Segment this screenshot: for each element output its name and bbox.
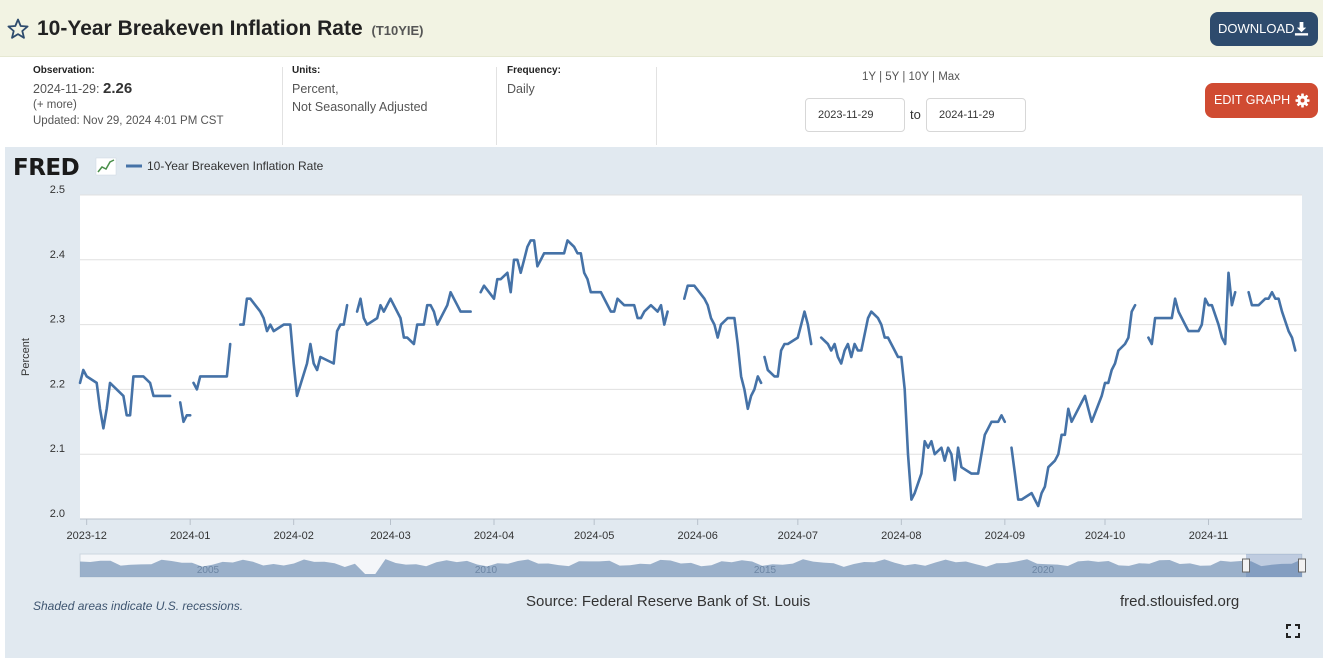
navigator-selection[interactable] [1246,554,1302,577]
frequency-block: Frequency: Daily [507,65,647,145]
navigator-handle[interactable] [1242,558,1250,573]
frequency-label: Frequency: [507,65,561,76]
start-date-input[interactable]: 2023-11-29 [805,98,905,132]
units-line-2: Not Seasonally Adjusted [292,100,428,114]
fullscreen-icon[interactable] [1286,624,1300,638]
range-link-5y[interactable]: 5Y [885,71,900,83]
units-label: Units: [292,65,321,76]
series-line-segment [1147,271,1237,346]
end-date-input[interactable]: 2024-11-29 [926,98,1026,132]
divider [656,67,657,145]
range-link-10y[interactable]: 10Y [908,71,929,83]
chart: 2.0 2.1 2.2 2.3 2.4 2.5 2023-12 2024-01 2024-02 2… [20,157,1306,578]
divider [282,67,283,145]
x-tick-label: 2024-02 [273,530,313,542]
download-icon [1294,21,1309,36]
series-line-segment [763,310,813,378]
units-line-1: Percent, [292,82,339,96]
source-text: Source: Federal Reserve Bank of St. Loui… [526,593,811,610]
edit-graph-button[interactable]: EDIT GRAPH [1205,83,1318,118]
legend-label: 10-Year Breakeven Inflation Rate [147,159,324,173]
series-line-segment [178,401,192,424]
range-separator: | [932,71,935,83]
range-links: 1Y | 5Y | 10Y | Max [862,71,960,83]
gear-icon [1295,93,1310,108]
series-line-segment [239,297,349,398]
series-line-segment [479,239,669,326]
navigator-handle[interactable] [1298,558,1306,573]
range-link-1y[interactable]: 1Y [862,71,876,83]
x-tick-label: 2023-12 [66,530,106,542]
site-url[interactable]: fred.stlouisfed.org [1120,593,1240,610]
download-button[interactable]: DOWNLOAD [1210,12,1318,46]
observation-label: Observation: [33,65,95,76]
series-title-text: 10-Year Breakeven Inflation Rate [37,17,363,40]
plot-area [80,195,1302,519]
y-axis-label: Percent [20,338,32,376]
x-tick-label: 2024-08 [881,530,921,542]
navigator-series-area [80,559,1302,577]
series-line-segment [78,368,172,430]
navigator-year-label: 2005 [197,565,220,576]
x-tick-label: 2024-11 [1189,530,1229,542]
series-line-segment [355,290,472,346]
navigator-year-label: 2020 [1032,565,1055,576]
units-block: Units: Percent, Not Seasonally Adjusted [292,65,492,145]
more-link[interactable]: (+ more) [33,99,77,111]
fred-logo: FRED [13,155,80,181]
to-label: to [910,107,921,122]
edit-graph-label: EDIT GRAPH [1214,93,1291,107]
navigator-year-label: 2015 [754,565,777,576]
download-label: DOWNLOAD [1218,21,1295,36]
recession-note: Shaded areas indicate U.S. recessions. [33,599,244,613]
x-tick-label: 2024-06 [677,530,717,542]
range-link-max[interactable]: Max [938,71,960,83]
x-tick-label: 2024-01 [170,530,210,542]
x-tick-label: 2024-03 [370,530,410,542]
series-line-segment [1010,303,1137,508]
frequency-value: Daily [507,82,535,96]
x-tick-label: 2024-07 [778,530,818,542]
y-tick-label: 2.5 [50,184,65,196]
navigator-year-label: 2010 [475,565,498,576]
page-title: 10-Year Breakeven Inflation Rate (T10YIE… [37,17,424,41]
series-code: (T10YIE) [371,23,424,38]
series-line-segment [682,284,763,411]
y-tick-label: 2.4 [50,249,65,261]
y-tick-label: 2.3 [50,314,65,326]
series-line-segment [819,310,1007,501]
y-tick-label: 2.0 [50,508,65,520]
x-tick-label: 2024-04 [474,530,514,542]
fred-logo-chart-icon-line [97,159,115,173]
range-separator: | [879,71,883,83]
y-tick-label: 2.2 [50,378,65,390]
series-line-segment [1247,290,1297,352]
observation-block: Observation: 2024-11-29: 2.26 (+ more) U… [33,65,273,145]
x-tick-label: 2024-05 [574,530,614,542]
observation-value: 2.26 [102,80,133,97]
series-meta: Observation: 2024-11-29: 2.26 (+ more) U… [0,57,1323,147]
x-tick-label: 2024-10 [1085,530,1125,542]
series-line-segment [192,342,232,391]
range-separator: | [902,71,906,83]
star-outline-icon[interactable] [6,17,30,41]
y-tick-label: 2.1 [50,443,65,455]
observation-date: 2024-11-29: [33,82,100,96]
x-tick-label: 2024-09 [985,530,1025,542]
title-bar: 10-Year Breakeven Inflation Rate (T10YIE… [0,0,1323,57]
divider [496,67,497,145]
updated-text: Updated: Nov 29, 2024 4:01 PM CST [33,115,224,127]
graph-panel: FRED 2.0 2.1 2.2 2.3 2.4 2.5 2023-12 2024-01 202… [5,147,1323,658]
